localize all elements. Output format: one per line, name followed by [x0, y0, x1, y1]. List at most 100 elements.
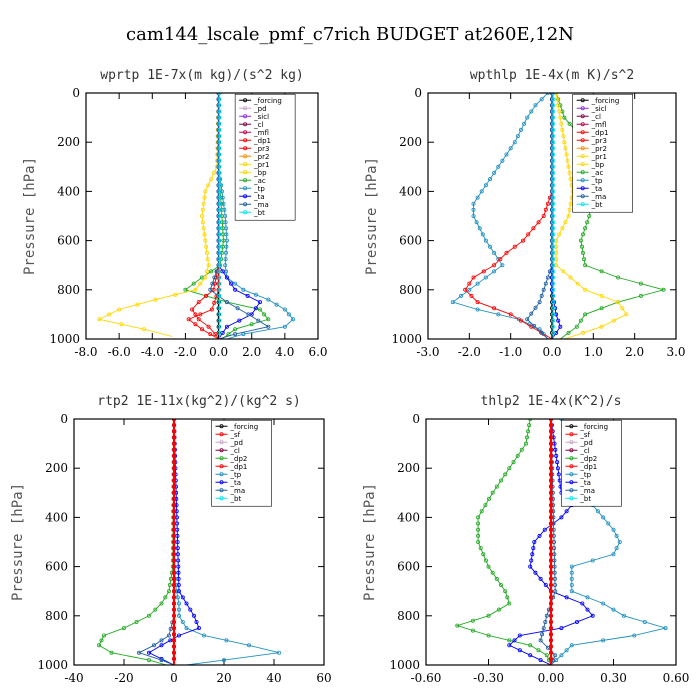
data-point: [638, 293, 643, 298]
data-point: [217, 109, 222, 114]
data-point: [171, 503, 176, 508]
legend-marker: [580, 130, 585, 135]
data-point: [549, 656, 554, 661]
x-tick-label: 3.0: [666, 345, 685, 359]
data-point: [196, 317, 201, 322]
data-point: [526, 232, 531, 237]
data-point: [567, 207, 572, 212]
legend-label: _ac: [591, 169, 604, 177]
data-point: [559, 121, 564, 126]
legend-label: _dp2: [579, 455, 597, 463]
data-point: [492, 170, 497, 175]
data-point: [208, 287, 213, 292]
data-point: [543, 583, 548, 588]
data-point: [559, 515, 564, 520]
data-point: [552, 576, 557, 581]
data-point: [282, 324, 287, 329]
data-point: [549, 484, 554, 489]
data-point: [249, 322, 254, 327]
data-point: [201, 226, 206, 231]
data-point: [224, 300, 229, 305]
data-point: [551, 170, 556, 175]
data-point: [486, 613, 491, 618]
data-point: [176, 601, 181, 606]
data-point: [153, 607, 158, 612]
data-point: [498, 583, 503, 588]
data-point: [512, 244, 517, 249]
data-point: [551, 269, 556, 274]
data-point: [551, 207, 556, 212]
data-point: [549, 466, 554, 471]
data-point: [642, 620, 647, 625]
legend-marker: [243, 186, 248, 191]
series-group: [97, 419, 281, 665]
legend-label: _pd: [253, 105, 266, 113]
data-point: [549, 460, 554, 465]
data-point: [233, 332, 238, 337]
data-point: [203, 189, 208, 194]
data-point: [542, 527, 547, 532]
legend-marker: [243, 194, 248, 199]
data-point: [555, 460, 560, 465]
data-point: [171, 484, 176, 489]
data-point: [217, 115, 222, 120]
data-point: [564, 595, 569, 600]
data-point: [539, 293, 544, 298]
data-point: [209, 269, 214, 274]
data-point: [569, 583, 574, 588]
data-point: [620, 306, 625, 311]
data-point: [171, 423, 176, 428]
data-point: [569, 564, 574, 569]
data-point: [551, 238, 556, 243]
x-tick-label: 0.00: [538, 671, 565, 685]
data-point: [224, 275, 229, 280]
data-point: [171, 429, 176, 434]
data-point: [581, 232, 586, 237]
data-point: [503, 472, 508, 477]
legend-label: _dp2: [230, 455, 248, 463]
data-point: [563, 220, 568, 225]
data-point: [191, 613, 196, 618]
data-point: [463, 287, 468, 292]
y-tick-label: 800: [57, 283, 80, 297]
data-point: [235, 306, 240, 311]
data-point: [476, 540, 481, 545]
legend-label: _forcing: [253, 97, 282, 105]
data-point: [549, 601, 554, 606]
data-point: [544, 653, 549, 658]
data-point: [529, 109, 534, 114]
series-line-ma: [209, 93, 270, 339]
data-point: [475, 307, 480, 312]
legend-label: _sicl: [591, 105, 607, 113]
y-tick-label: 200: [397, 461, 420, 475]
data-point: [574, 324, 579, 329]
data-point: [171, 472, 176, 477]
data-point: [553, 653, 558, 658]
data-point: [606, 521, 611, 526]
data-point: [206, 263, 211, 268]
data-point: [557, 109, 562, 114]
legend-label: _ac: [253, 177, 266, 185]
data-point: [517, 648, 522, 653]
data-point: [217, 134, 222, 139]
x-tick-label: 0.30: [600, 671, 627, 685]
data-point: [211, 170, 216, 175]
data-point: [528, 564, 533, 569]
data-point: [494, 484, 499, 489]
data-point: [492, 269, 497, 274]
data-point: [223, 220, 228, 225]
legend-marker: [569, 488, 574, 493]
data-point: [563, 146, 568, 151]
data-point: [543, 207, 548, 212]
data-point: [476, 533, 481, 538]
series-line-dp1: [98, 419, 175, 665]
legend-marker: [569, 496, 574, 501]
x-tick-label: 2.0: [242, 345, 261, 359]
legend-marker: [219, 480, 224, 485]
data-point: [581, 250, 586, 255]
data-point: [176, 564, 181, 569]
data-point: [492, 306, 497, 311]
legend-label: _cl: [579, 447, 589, 455]
data-point: [561, 134, 566, 139]
